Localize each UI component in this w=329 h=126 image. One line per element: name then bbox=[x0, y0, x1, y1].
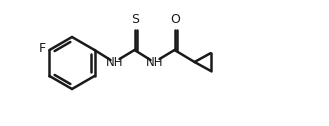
Text: F: F bbox=[38, 42, 45, 55]
Text: NH: NH bbox=[146, 55, 163, 69]
Text: S: S bbox=[132, 13, 139, 26]
Text: O: O bbox=[170, 13, 180, 26]
Text: NH: NH bbox=[106, 55, 123, 69]
